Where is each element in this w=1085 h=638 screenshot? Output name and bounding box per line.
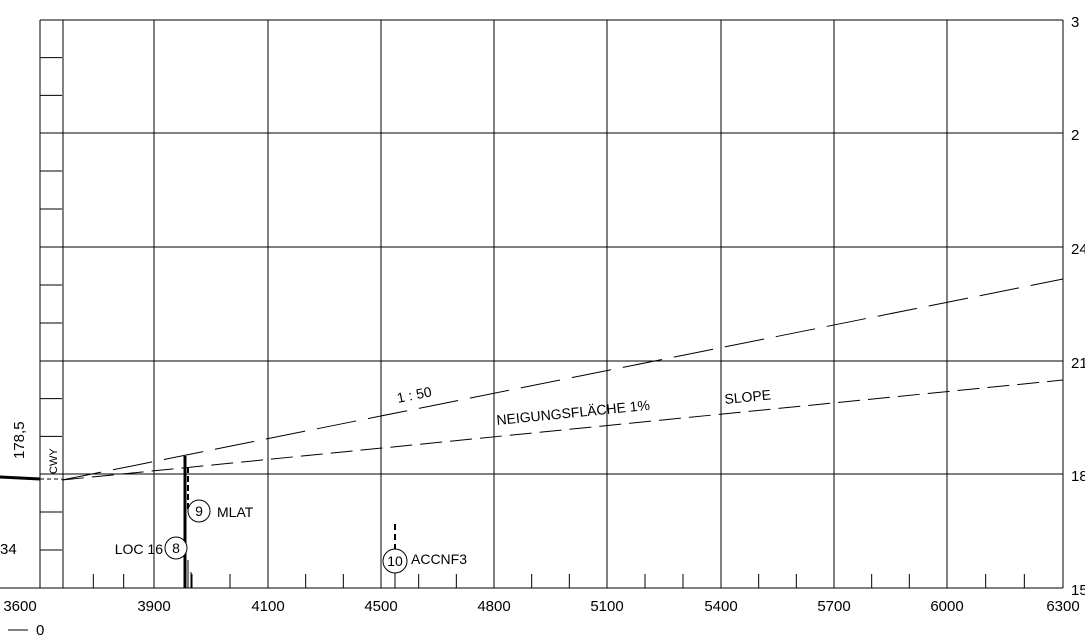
- right-axis-labels: 3 2 24 21 18 15: [1071, 14, 1085, 599]
- marker-8-circle: [164, 536, 188, 560]
- x-tick-label: 5100: [590, 598, 623, 615]
- left-axis-ticks: [40, 57, 62, 551]
- slope-1pct-line: [61, 379, 1064, 481]
- x-tick-label: 5400: [704, 598, 737, 615]
- marker-8-number: 8: [172, 540, 180, 556]
- marker-9-circle: [187, 499, 211, 523]
- x-tick-label: 6300: [1046, 598, 1079, 615]
- marker-10-number: 10: [387, 553, 403, 569]
- slope-1-50-line: [61, 278, 1064, 481]
- marker-9-number: 9: [195, 503, 203, 519]
- surface-label: NEIGUNGSFLÄCHE 1%: [496, 397, 651, 428]
- slope-label: SLOPE: [724, 386, 772, 407]
- elevation-label: 178,5: [11, 421, 28, 459]
- zero-label: 0: [36, 622, 44, 638]
- partial-left-label: 34: [0, 541, 17, 558]
- right-axis-label: 21: [1071, 355, 1085, 372]
- x-tick-label: 3600: [3, 598, 36, 615]
- x-tick-label: 3900: [137, 598, 170, 615]
- loc-label: LOC 16: [115, 541, 163, 557]
- accnf-label: ACCNF3: [411, 551, 467, 567]
- x-tick-label: 5700: [817, 598, 850, 615]
- right-axis-label: 2: [1071, 127, 1079, 144]
- right-axis-label: 18: [1071, 468, 1085, 485]
- marker-10-circle: [382, 548, 408, 574]
- x-tick-label: 4800: [477, 598, 510, 615]
- right-axis-label: 24: [1071, 241, 1085, 258]
- right-axis-label: 15: [1071, 582, 1085, 599]
- runway-line: [0, 475, 41, 481]
- right-axis-label: 3: [1071, 14, 1079, 31]
- x-tick-label: 4100: [251, 598, 284, 615]
- x-tick-labels: 3600 3900 4100 4500 4800 5100 5400 5700 6000 6300: [3, 598, 1079, 615]
- cwy-label: CWY: [48, 448, 60, 474]
- bottom-axis-ticks: [0, 574, 1063, 589]
- mlat-label: MLAT: [217, 504, 254, 520]
- x-tick-label: 6000: [930, 598, 963, 615]
- ratio-label: 1 : 50: [395, 383, 433, 406]
- x-tick-label: 4500: [364, 598, 397, 615]
